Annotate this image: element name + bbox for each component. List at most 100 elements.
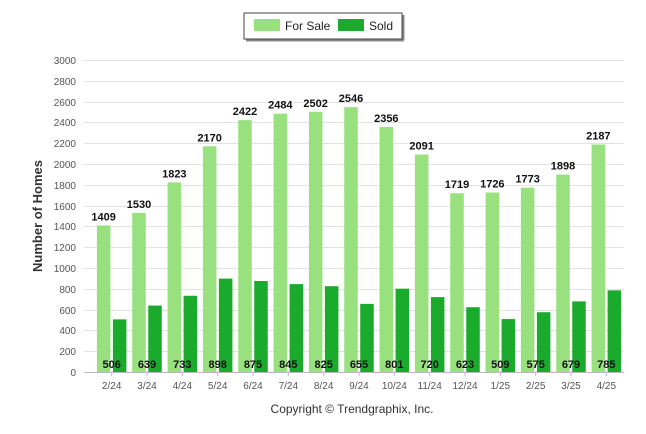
- bar-sold: [360, 303, 374, 372]
- data-label-sold: 679: [562, 359, 580, 371]
- bar-for-sale: [485, 192, 500, 372]
- data-label-sold: 733: [173, 359, 191, 371]
- bar-sold: [218, 278, 233, 372]
- y-tick-label: 2400: [54, 118, 77, 129]
- data-label-sold: 898: [208, 359, 226, 371]
- data-label-sold: 623: [456, 359, 474, 371]
- bar-sold: [289, 284, 304, 372]
- x-tick-label: 1/25: [491, 381, 511, 392]
- copyright-text: Copyright © Trendgraphix, Inc.: [271, 402, 434, 416]
- data-label-sold: 785: [597, 359, 615, 371]
- x-axis-ticks: 2/24 3/24 4/24 5/24 6/24 7/24 8/24 9/24 10/24 11/…: [102, 372, 617, 392]
- data-label-for-sale: 2170: [197, 132, 221, 144]
- data-label-for-sale: 2356: [374, 113, 398, 125]
- legend-label-sold: Sold: [369, 19, 393, 33]
- legend-label-for-sale: For Sale: [285, 19, 331, 33]
- x-tick-label: 11/24: [418, 381, 443, 392]
- bar-sold: [536, 312, 551, 372]
- y-tick-label: 2600: [54, 98, 77, 109]
- x-tick-label: 4/25: [597, 381, 617, 392]
- y-axis-ticks: 0 200 400 600 800 1000 1200 1400 1600 1800 2000 220…: [54, 56, 77, 379]
- bar-for-sale: [520, 187, 535, 372]
- y-tick-label: 2000: [54, 160, 77, 171]
- bar-sold: [183, 295, 198, 372]
- y-tick-label: 1400: [54, 222, 77, 233]
- bars: [96, 107, 622, 373]
- x-tick-label: 3/25: [561, 381, 581, 392]
- bar-for-sale: [591, 144, 606, 372]
- data-label-sold: 825: [314, 359, 332, 371]
- y-tick-label: 0: [70, 368, 76, 379]
- bar-sold: [324, 286, 339, 372]
- y-axis-label: Number of Homes: [30, 160, 45, 272]
- data-label-sold: 506: [102, 359, 120, 371]
- y-tick-label: 1000: [54, 264, 77, 275]
- bar-sold: [254, 281, 268, 372]
- data-label-for-sale: 1823: [162, 168, 186, 180]
- y-tick-label: 1800: [54, 181, 77, 192]
- x-tick-label: 3/24: [137, 381, 157, 392]
- bar-for-sale: [450, 193, 464, 372]
- y-tick-label: 600: [59, 306, 76, 317]
- data-label-for-sale: 1719: [445, 179, 469, 191]
- data-label-sold: 655: [350, 359, 368, 371]
- data-label-for-sale: 1409: [91, 211, 115, 223]
- data-label-sold: 801: [385, 359, 403, 371]
- data-label-for-sale: 2484: [268, 100, 293, 112]
- y-tick-label: 200: [59, 347, 76, 358]
- data-label-for-sale: 1773: [515, 174, 539, 186]
- y-tick-label: 3000: [54, 56, 77, 67]
- bar-sold: [466, 307, 480, 372]
- x-tick-label: 8/24: [314, 381, 334, 392]
- x-tick-label: 2/25: [526, 381, 546, 392]
- x-tick-label: 9/24: [349, 381, 369, 392]
- bar-for-sale: [556, 174, 570, 372]
- bar-for-sale: [238, 120, 252, 372]
- data-label-for-sale: 1530: [127, 199, 151, 211]
- legend: For Sale Sold: [243, 12, 405, 42]
- bar-sold: [607, 290, 622, 372]
- x-tick-label: 4/24: [173, 381, 193, 392]
- x-tick-label: 2/24: [102, 381, 122, 392]
- bar-sold: [112, 319, 127, 372]
- data-label-sold: 639: [138, 359, 156, 371]
- data-label-sold: 845: [279, 359, 297, 371]
- y-tick-label: 2200: [54, 139, 77, 150]
- data-label-sold: 575: [526, 359, 544, 371]
- data-label-sold: 875: [244, 359, 262, 371]
- bar-for-sale: [202, 146, 217, 372]
- y-tick-label: 400: [59, 326, 76, 337]
- data-labels: 1409 506 1530 639 1823 733 2170 898 2422 875 2484 8…: [91, 93, 615, 371]
- bar-sold: [148, 305, 162, 372]
- x-tick-label: 12/24: [452, 381, 477, 392]
- data-label-for-sale: 1726: [480, 178, 504, 190]
- data-label-sold: 509: [491, 359, 509, 371]
- y-tick-label: 800: [59, 285, 76, 296]
- y-tick-label: 2800: [54, 77, 77, 88]
- y-tick-label: 1600: [54, 202, 77, 213]
- bar-sold: [395, 288, 410, 372]
- x-tick-label: 7/24: [279, 381, 299, 392]
- bar-sold: [572, 301, 586, 372]
- data-label-for-sale: 2091: [409, 141, 433, 153]
- data-label-for-sale: 2502: [303, 98, 327, 110]
- bar-for-sale: [132, 212, 146, 372]
- y-tick-label: 1200: [54, 243, 77, 254]
- x-tick-label: 6/24: [243, 381, 263, 392]
- bar-for-sale: [167, 182, 182, 372]
- data-label-for-sale: 2422: [233, 106, 257, 118]
- bar-for-sale: [414, 154, 429, 372]
- legend-swatch-for-sale: [254, 19, 280, 31]
- bar-sold: [501, 319, 516, 372]
- legend-swatch-sold: [338, 19, 364, 31]
- data-label-for-sale: 1898: [551, 161, 575, 173]
- data-label-for-sale: 2187: [586, 131, 610, 143]
- bar-for-sale: [379, 126, 394, 372]
- data-label-sold: 720: [420, 359, 438, 371]
- bar-for-sale: [308, 111, 323, 373]
- x-tick-label: 5/24: [208, 381, 228, 392]
- bar-sold: [430, 297, 445, 372]
- x-tick-label: 10/24: [382, 381, 407, 392]
- bar-for-sale: [344, 107, 358, 372]
